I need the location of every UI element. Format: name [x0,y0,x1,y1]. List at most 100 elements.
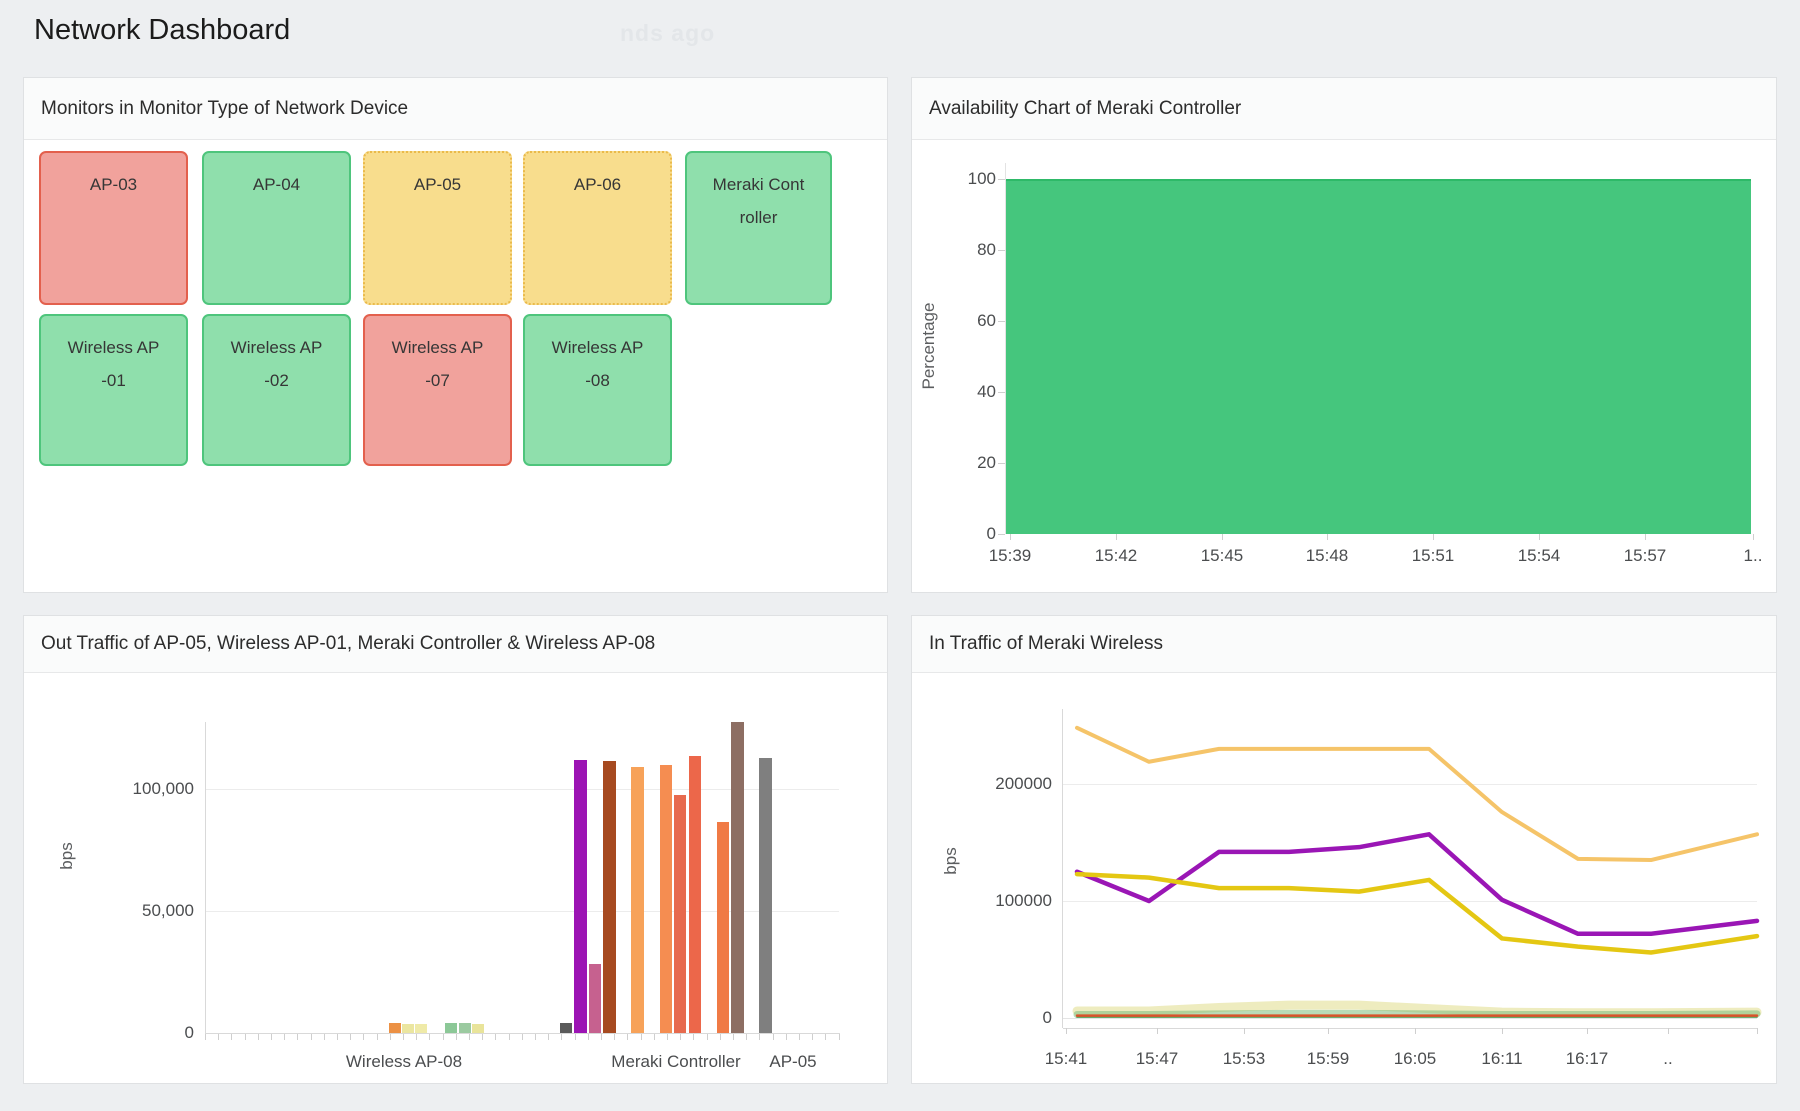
in-traffic-x-axis-line [1063,1028,1757,1029]
in-traffic-y-axis-name: bps [941,847,960,875]
out-traffic-y-axis-line [205,722,206,1033]
out-traffic-x-minor-tick [719,1034,721,1040]
out-traffic-x-minor-tick [680,1034,682,1040]
monitor-tile-AP-04[interactable]: AP-04 [202,151,351,305]
in-traffic-x-tick [1415,1028,1416,1034]
monitor-tile-MerakiController[interactable]: Meraki Cont roller [685,151,832,305]
page-title: Network Dashboard [34,14,291,46]
availability-y-tick-label: 20 [977,453,996,472]
panel-out-traffic-header: Out Traffic of AP-05, Wireless AP-01, Me… [24,616,887,673]
monitor-tile-WirelessAP-07[interactable]: Wireless AP -07 [363,314,512,466]
monitor-tile-WirelessAP-02[interactable]: Wireless AP -02 [202,314,351,466]
monitor-tile-WirelessAP-01[interactable]: Wireless AP -01 [39,314,188,466]
out-traffic-x-minor-tick [640,1034,642,1040]
out-traffic-x-minor-tick [812,1034,814,1040]
out-traffic-x-minor-tick [601,1034,602,1040]
out-traffic-bar [660,765,672,1033]
availability-x-tick-label: 15:42 [1094,546,1138,565]
availability-y-tick-label: 80 [977,240,996,259]
out-traffic-bar [759,758,772,1033]
in-traffic-x-tick [1244,1028,1245,1034]
in-traffic-series-ap-yellow [1074,871,1760,955]
out-traffic-x-minor-tick [271,1034,272,1040]
out-traffic-bar [574,760,587,1033]
in-traffic-x-tick [1668,1028,1669,1034]
out-traffic-gridline [205,911,839,912]
out-traffic-x-minor-tick [376,1034,378,1040]
out-traffic-x-minor-tick [614,1034,616,1040]
availability-x-tick [1433,534,1434,540]
monitor-tile-AP-06[interactable]: AP-06 [523,151,672,305]
in-traffic-series-layer [1072,725,1762,1018]
out-traffic-x-minor-tick [653,1034,655,1040]
in-traffic-x-tick [1328,1028,1329,1034]
availability-x-tick [1753,534,1754,540]
out-traffic-x-minor-tick [561,1034,563,1040]
out-traffic-x-minor-tick [231,1034,233,1040]
panel-monitors-title: Monitors in Monitor Type of Network Devi… [41,97,409,119]
out-traffic-x-minor-tick [363,1034,365,1040]
in-traffic-x-tick-label: 16:05 [1393,1049,1437,1068]
out-traffic-x-minor-tick [693,1034,695,1040]
out-traffic-y-tick-label: 100,000 [132,779,194,798]
out-traffic-x-minor-tick [495,1034,497,1040]
availability-x-tick-label: 15:48 [1305,546,1349,565]
out-traffic-x-minor-tick [469,1034,470,1040]
in-traffic-x-tick-label: 15:47 [1135,1049,1179,1068]
in-traffic-y-tick-label: 100000 [995,891,1052,910]
panel-availability-header: Availability Chart of Meraki Controller [912,78,1776,140]
out-traffic-bar [689,756,701,1033]
out-traffic-bar [445,1023,457,1033]
availability-x-tick [1645,534,1646,540]
in-traffic-x-tick [1757,1028,1758,1034]
availability-y-tick-label: 40 [977,382,996,401]
availability-x-tick-label: 15:45 [1200,546,1244,565]
in-traffic-series-ap-purple [1074,832,1760,937]
out-traffic-x-minor-tick [508,1034,510,1040]
out-traffic-category-label: Wireless AP-08 [345,1052,463,1071]
out-traffic-x-minor-tick [838,1034,840,1040]
in-traffic-x-tick-label: 15:53 [1222,1049,1266,1068]
availability-y-tick [998,463,1005,464]
out-traffic-x-minor-tick [416,1034,418,1040]
availability-y-tick [998,250,1005,251]
availability-area-series [1006,179,1751,534]
availability-y-tick-label: 0 [986,524,996,543]
availability-y-axis-line [1005,163,1006,534]
out-traffic-x-minor-tick [257,1034,259,1040]
out-traffic-x-minor-tick [587,1034,589,1040]
out-traffic-x-minor-tick [403,1034,404,1040]
availability-x-tick [1222,534,1223,540]
in-traffic-y-axis-line [1062,709,1063,1028]
panel-in-traffic-title: In Traffic of Meraki Wireless [929,633,1164,654]
in-traffic-series-ap-amber [1075,725,1759,863]
out-traffic-bar [674,795,686,1033]
availability-y-tick-label: 100 [967,169,996,188]
out-traffic-bar [631,767,644,1033]
panel-out-traffic-title: Out Traffic of AP-05, Wireless AP-01, Me… [41,633,656,654]
out-traffic-x-axis-line [205,1033,840,1034]
availability-y-tick-label: 60 [977,311,996,330]
out-traffic-x-minor-tick [350,1034,352,1040]
out-traffic-x-minor-tick [825,1034,827,1040]
out-traffic-x-minor-tick [429,1034,431,1040]
in-traffic-x-tick [1587,1028,1588,1034]
monitor-tile-WirelessAP-08[interactable]: Wireless AP -08 [523,314,672,466]
in-traffic-y-tick-label: 200000 [995,774,1052,793]
panel-availability-chart: Availability Chart of Meraki Controller … [911,77,1777,593]
refresh-age-ghost-text: nds ago [620,20,716,46]
availability-x-tick-label: 1.. [1743,546,1763,565]
out-traffic-x-minor-tick [785,1034,787,1040]
in-traffic-x-tick [1502,1028,1503,1034]
in-traffic-gridline [1063,784,1757,785]
out-traffic-bar [603,761,616,1033]
out-traffic-y-tick-label: 50,000 [142,901,194,920]
out-traffic-x-minor-tick [442,1034,444,1040]
availability-x-tick [1010,534,1011,540]
monitor-tile-AP-05[interactable]: AP-05 [363,151,512,305]
availability-y-tick [998,321,1005,322]
out-traffic-x-minor-tick [627,1034,629,1040]
out-traffic-bar [589,964,601,1033]
monitor-tile-AP-03[interactable]: AP-03 [39,151,188,305]
out-traffic-gridline [205,789,839,790]
